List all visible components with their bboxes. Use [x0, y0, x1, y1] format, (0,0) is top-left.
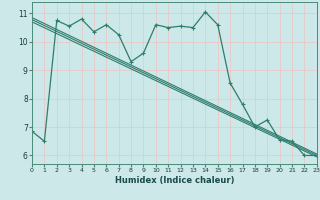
X-axis label: Humidex (Indice chaleur): Humidex (Indice chaleur) — [115, 176, 234, 185]
